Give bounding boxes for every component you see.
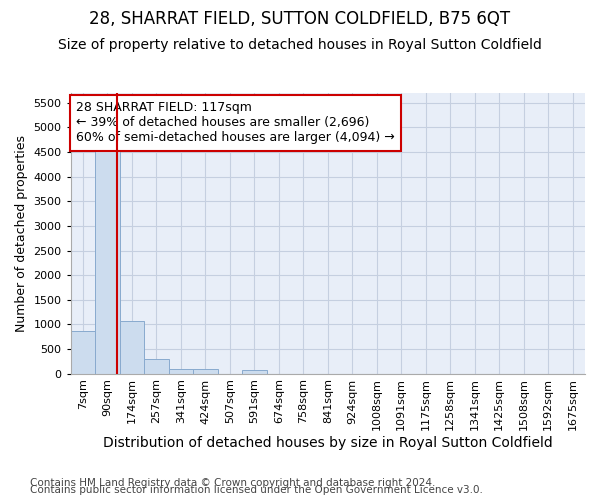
Y-axis label: Number of detached properties: Number of detached properties [15, 135, 28, 332]
Bar [169, 369, 193, 374]
Text: Size of property relative to detached houses in Royal Sutton Coldfield: Size of property relative to detached ho… [58, 38, 542, 52]
Bar [242, 370, 266, 374]
Bar [71, 331, 95, 374]
Bar [119, 322, 144, 374]
Text: Contains HM Land Registry data © Crown copyright and database right 2024.: Contains HM Land Registry data © Crown c… [30, 478, 436, 488]
Text: 28 SHARRAT FIELD: 117sqm
← 39% of detached houses are smaller (2,696)
60% of sem: 28 SHARRAT FIELD: 117sqm ← 39% of detach… [76, 102, 395, 144]
Text: 28, SHARRAT FIELD, SUTTON COLDFIELD, B75 6QT: 28, SHARRAT FIELD, SUTTON COLDFIELD, B75… [89, 10, 511, 28]
X-axis label: Distribution of detached houses by size in Royal Sutton Coldfield: Distribution of detached houses by size … [103, 436, 553, 450]
Bar [144, 360, 169, 374]
Bar [95, 149, 119, 374]
Bar [193, 370, 218, 374]
Text: Contains public sector information licensed under the Open Government Licence v3: Contains public sector information licen… [30, 485, 483, 495]
